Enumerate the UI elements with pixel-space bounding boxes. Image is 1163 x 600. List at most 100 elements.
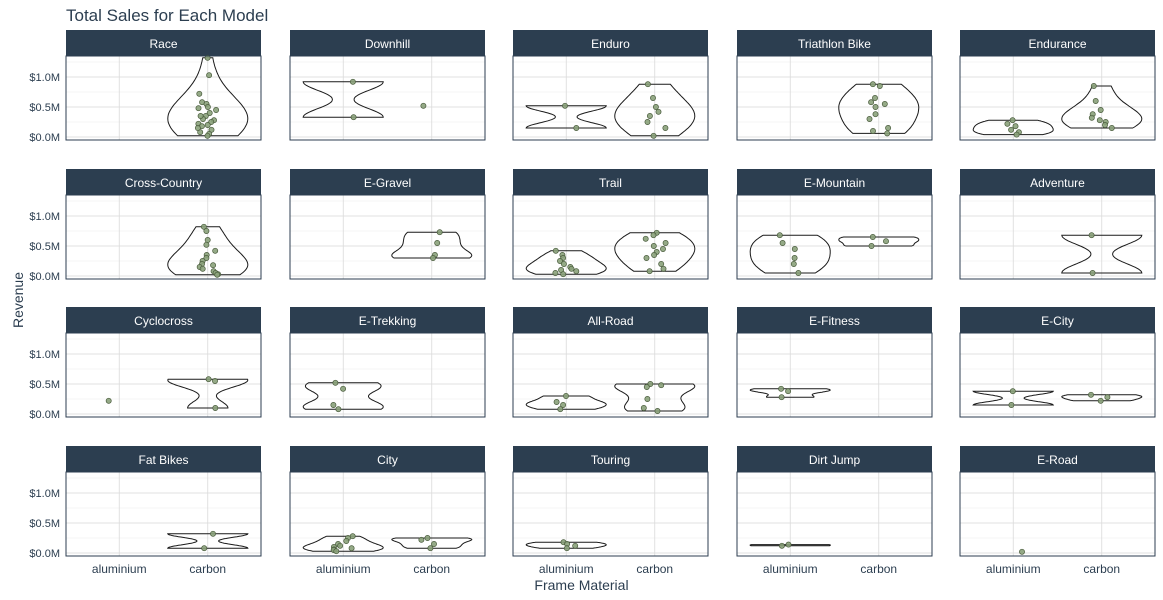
data-point bbox=[206, 72, 213, 79]
data-point bbox=[105, 397, 112, 404]
facet-strip bbox=[66, 30, 261, 56]
data-point bbox=[644, 81, 651, 88]
panel-border bbox=[959, 194, 1156, 280]
data-point bbox=[573, 268, 580, 275]
data-point bbox=[1088, 391, 1094, 398]
data-point bbox=[213, 107, 220, 113]
x-tick-label: aluminium bbox=[986, 562, 1041, 576]
facet-strip bbox=[290, 30, 485, 56]
data-point bbox=[1019, 548, 1025, 555]
facet-strip bbox=[960, 307, 1155, 333]
data-point bbox=[343, 538, 350, 544]
violin-carbon bbox=[167, 226, 249, 276]
y-tick-label: $1.0M bbox=[29, 488, 60, 500]
data-point bbox=[199, 265, 206, 272]
data-point bbox=[552, 270, 559, 276]
y-tick-label: $0.0M bbox=[29, 409, 60, 421]
facet-panel: Trail bbox=[512, 169, 709, 280]
data-point bbox=[349, 78, 356, 85]
data-point bbox=[1012, 123, 1019, 130]
data-point bbox=[650, 232, 657, 239]
data-point bbox=[212, 405, 219, 411]
facet-strip bbox=[513, 169, 708, 195]
panel-background bbox=[513, 333, 708, 417]
violin-aluminium bbox=[749, 388, 831, 398]
panel-border bbox=[289, 194, 486, 280]
data-point bbox=[350, 114, 357, 121]
data-point bbox=[568, 265, 575, 272]
data-point bbox=[644, 119, 651, 125]
x-tick-label: aluminium bbox=[539, 562, 594, 576]
data-point bbox=[553, 399, 560, 405]
data-point bbox=[1088, 232, 1095, 239]
facet-strip-label: Enduro bbox=[591, 37, 630, 51]
data-point bbox=[642, 235, 649, 242]
data-point bbox=[1004, 120, 1011, 127]
panel-border bbox=[959, 55, 1156, 141]
violin-carbon bbox=[1061, 234, 1143, 274]
facet-strip-label: Fat Bikes bbox=[138, 453, 188, 467]
facet-strip bbox=[290, 446, 485, 472]
data-point bbox=[660, 246, 666, 252]
data-point bbox=[337, 542, 344, 549]
panel-background bbox=[290, 195, 485, 279]
panel-background bbox=[960, 56, 1155, 140]
data-point bbox=[658, 261, 665, 267]
facet-panel: Downhill bbox=[289, 30, 486, 141]
violin-carbon bbox=[1061, 394, 1143, 402]
facet-panel: Fat Bikes $0.0M $0.5M $1.0M aluminium carbon bbox=[29, 446, 262, 576]
data-point bbox=[644, 396, 651, 402]
chart-title: Total Sales for Each Model bbox=[66, 6, 269, 25]
facet-strip bbox=[960, 30, 1155, 56]
data-point bbox=[563, 545, 570, 552]
facet-strip-label: Cross-Country bbox=[125, 176, 202, 190]
data-point bbox=[340, 385, 347, 392]
data-point bbox=[866, 116, 873, 122]
data-point bbox=[885, 125, 892, 131]
facet-panel: Dirt Jump aluminium carbon bbox=[736, 446, 933, 576]
data-point bbox=[572, 542, 579, 549]
y-tick-label: $1.0M bbox=[29, 211, 60, 223]
data-point bbox=[210, 530, 216, 537]
panel-border bbox=[959, 471, 1156, 557]
data-point bbox=[1088, 114, 1095, 121]
violin-aluminium bbox=[525, 541, 607, 549]
facet-panel: E-Gravel bbox=[289, 169, 486, 280]
facet-strip-label: E-Trekking bbox=[359, 314, 417, 328]
data-point bbox=[662, 125, 669, 131]
y-tick-label: $0.0M bbox=[29, 548, 60, 560]
data-point bbox=[785, 388, 792, 395]
data-point bbox=[552, 247, 559, 254]
data-point bbox=[562, 102, 568, 109]
facet-panel: Triathlon Bike bbox=[736, 30, 933, 141]
facet-panel: E-Road aluminium carbon bbox=[959, 446, 1156, 576]
panel-background bbox=[290, 472, 485, 556]
data-point bbox=[795, 270, 802, 276]
x-tick-label: carbon bbox=[860, 562, 897, 576]
data-point bbox=[876, 83, 883, 89]
data-point bbox=[1097, 397, 1104, 404]
panel-border bbox=[736, 194, 933, 280]
data-point bbox=[418, 536, 425, 543]
facet-strip-label: City bbox=[377, 453, 398, 467]
facet-strip-label: Downhill bbox=[365, 37, 410, 51]
y-tick-label: $1.0M bbox=[29, 349, 60, 361]
data-point bbox=[1008, 126, 1015, 133]
data-point bbox=[643, 255, 650, 261]
panel-border bbox=[289, 332, 486, 418]
data-point bbox=[557, 258, 563, 264]
y-tick-label: $0.0M bbox=[29, 271, 60, 283]
violin-carbon bbox=[391, 537, 473, 549]
data-point bbox=[662, 240, 669, 246]
facet-strip bbox=[66, 169, 261, 195]
panel-background bbox=[960, 472, 1155, 556]
data-point bbox=[557, 406, 564, 413]
violin-aluminium bbox=[972, 390, 1055, 406]
facet-strip-label: Triathlon Bike bbox=[798, 37, 871, 51]
panel-background bbox=[737, 333, 932, 417]
facet-strip bbox=[66, 307, 261, 333]
data-point bbox=[560, 402, 567, 408]
panel-background bbox=[66, 472, 261, 556]
facet-strip bbox=[66, 446, 261, 472]
panel-border bbox=[512, 471, 709, 557]
